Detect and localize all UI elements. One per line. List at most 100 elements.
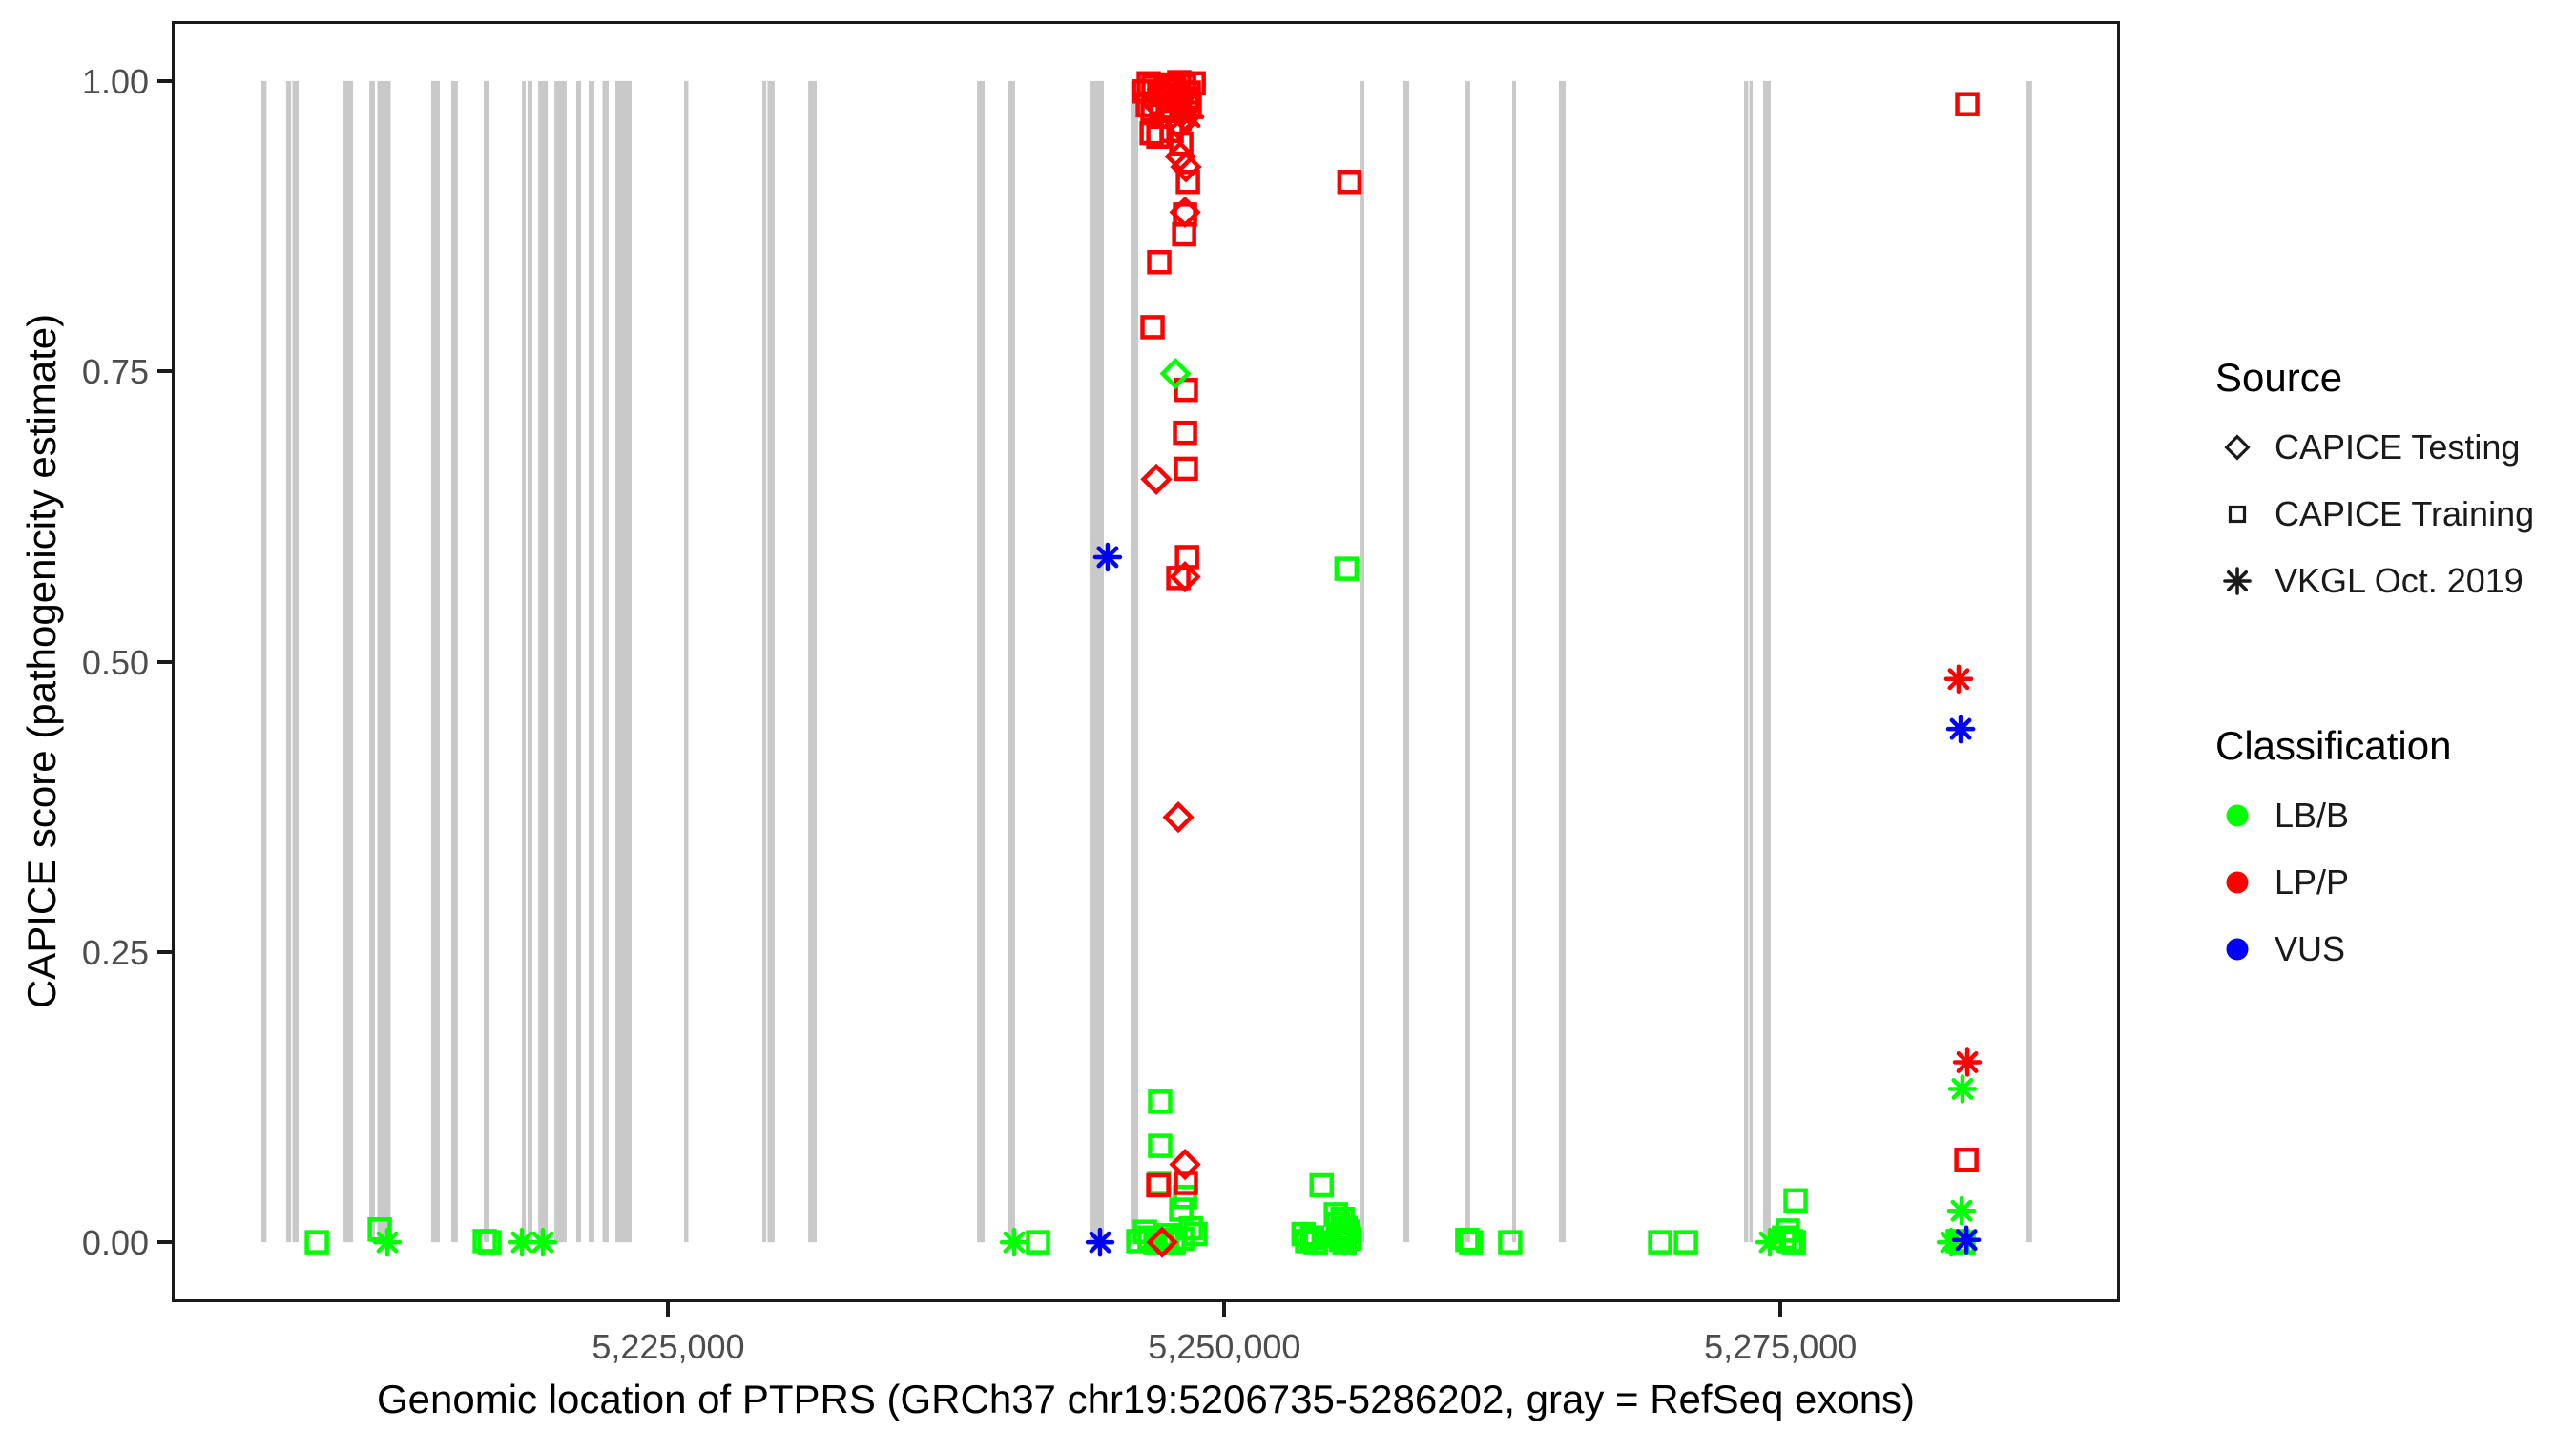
vkgl-asterisk-marker [528, 1227, 558, 1257]
vkgl-asterisk-marker [1947, 1074, 1978, 1104]
vkgl-asterisk-marker [1085, 1227, 1115, 1257]
exon-bar [589, 80, 595, 1243]
exon-bar [1763, 80, 1771, 1243]
green-dot-icon [2226, 804, 2249, 827]
training-square-marker [1169, 1197, 1194, 1222]
training-square-marker [1147, 250, 1172, 275]
exon-bar [684, 80, 689, 1243]
vkgl-asterisk-marker [1945, 714, 1976, 744]
training-square-marker [1174, 377, 1198, 403]
training-square-marker [1303, 1230, 1328, 1255]
exon-bar [450, 80, 458, 1243]
training-square-marker [367, 1216, 392, 1242]
exon-bar [767, 80, 775, 1243]
exon-bar [522, 80, 527, 1243]
training-square-marker [1146, 124, 1171, 150]
x-tick-label: 5,250,000 [1148, 1327, 1301, 1366]
legend-item-label: LB/B [2275, 796, 2350, 835]
testing-diamond-marker [1169, 561, 1201, 593]
exon-bar [285, 80, 292, 1243]
exon-bar [575, 80, 582, 1243]
y-tick-label: 0.75 [81, 352, 149, 392]
vkgl-asterisk-marker [1946, 1196, 1977, 1226]
exon-bar [808, 80, 817, 1243]
legend-spacer [2215, 626, 2570, 723]
legend-item-label: LP/P [2275, 862, 2350, 902]
exon-bar [2026, 80, 2032, 1243]
exon-bar [527, 80, 533, 1243]
vkgl-asterisk-marker [1174, 102, 1205, 132]
y-tick-mark [157, 78, 172, 83]
y-tick-mark [157, 1240, 172, 1245]
exon-bar [1360, 80, 1364, 1243]
exon-bar [538, 80, 549, 1243]
exon-bar [602, 80, 609, 1243]
training-square-marker [1026, 1230, 1050, 1255]
exon-bar [343, 80, 354, 1243]
blue-dot-icon [2226, 938, 2249, 961]
exon-bar [1749, 80, 1754, 1243]
training-square-marker [1951, 1230, 1976, 1255]
testing-diamond-marker [1162, 800, 1195, 834]
testing-diamond-marker [1169, 1148, 1201, 1181]
exon-bar [377, 80, 391, 1243]
training-square-marker [1673, 1230, 1698, 1255]
legend-source-title: Source [2215, 355, 2343, 400]
y-axis-title: CAPICE score (pathogenicity estimate) [19, 313, 64, 1009]
exon-bar [1512, 80, 1516, 1243]
training-square-marker [1148, 1133, 1173, 1158]
x-tick-label: 5,225,000 [592, 1327, 745, 1366]
training-square-marker [1781, 1230, 1806, 1255]
x-axis-title: Genomic location of PTPRS (GRCh37 chr19:… [376, 1377, 1916, 1421]
exon-bar [1743, 80, 1749, 1243]
exon-bar [1130, 80, 1139, 1243]
testing-diamond-marker [1140, 463, 1173, 496]
x-tick-mark [666, 1302, 671, 1317]
training-square-marker [1175, 170, 1200, 195]
vkgl-asterisk-marker [1951, 1225, 1982, 1255]
vkgl-asterisk-marker [372, 1227, 403, 1257]
exon-bar [369, 80, 375, 1243]
x-tick-mark [1778, 1302, 1783, 1317]
asterisk-icon [2223, 567, 2252, 595]
y-tick-mark [157, 659, 172, 664]
legend-item-vus: VUS [2215, 927, 2570, 971]
vkgl-asterisk-marker [1952, 1047, 1983, 1077]
legend-item-capice-training: CAPICE Training [2215, 492, 2570, 536]
y-tick-label: 0.00 [81, 1223, 149, 1263]
square-outline-icon [2228, 505, 2247, 524]
training-square-marker [1183, 1221, 1208, 1247]
testing-diamond-marker [1146, 1226, 1178, 1258]
training-square-marker [1172, 221, 1196, 247]
training-square-marker [1140, 315, 1165, 340]
legend-item-vkgl: VKGL Oct. 2019 [2215, 559, 2570, 603]
exon-bar [1558, 80, 1566, 1243]
legend-item-label: CAPICE Testing [2275, 427, 2521, 467]
exon-bar [977, 80, 986, 1243]
training-square-marker [1174, 1171, 1198, 1195]
red-dot-icon [2226, 871, 2249, 894]
training-square-marker [1181, 71, 1206, 96]
y-tick-mark [157, 949, 172, 954]
training-square-marker [1455, 1227, 1480, 1253]
testing-diamond-marker [1159, 357, 1192, 390]
exon-bar [261, 80, 267, 1243]
y-tick-label: 1.00 [81, 61, 149, 101]
training-square-marker [1148, 1089, 1173, 1114]
training-square-marker [1309, 1172, 1334, 1198]
testing-diamond-marker [1164, 140, 1196, 173]
training-square-marker [1166, 566, 1191, 591]
legend-item-capice-testing: CAPICE Testing [2215, 425, 2570, 469]
training-square-marker [304, 1230, 329, 1255]
training-square-marker [1173, 420, 1197, 446]
vkgl-asterisk-marker [1943, 664, 1974, 695]
legend-item-lpp: LP/P [2215, 861, 2570, 904]
legend-item-label: VKGL Oct. 2019 [2275, 561, 2524, 600]
exon-bar [483, 80, 490, 1243]
training-square-marker [1174, 456, 1198, 482]
testing-diamond-marker [1169, 196, 1201, 229]
y-tick-label: 0.50 [81, 642, 149, 682]
legend-item-label: VUS [2275, 929, 2346, 968]
y-tick-label: 0.25 [81, 932, 149, 972]
